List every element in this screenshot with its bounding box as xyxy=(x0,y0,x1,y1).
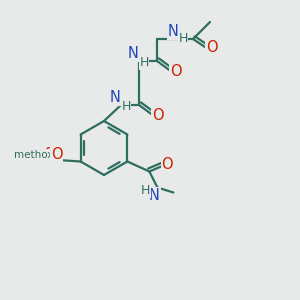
Text: O: O xyxy=(43,147,54,162)
Text: H: H xyxy=(141,184,150,197)
Text: H: H xyxy=(178,32,188,44)
Text: O: O xyxy=(162,157,173,172)
Text: O: O xyxy=(152,107,164,122)
Text: methoxy: methoxy xyxy=(14,149,59,160)
Text: O: O xyxy=(51,147,62,162)
Text: N: N xyxy=(168,25,178,40)
Text: O: O xyxy=(170,64,182,79)
Text: N: N xyxy=(110,91,120,106)
Text: H: H xyxy=(121,100,131,113)
Text: N: N xyxy=(128,46,138,62)
Text: N: N xyxy=(149,188,160,203)
Text: O: O xyxy=(206,40,218,56)
Text: H: H xyxy=(139,56,149,70)
